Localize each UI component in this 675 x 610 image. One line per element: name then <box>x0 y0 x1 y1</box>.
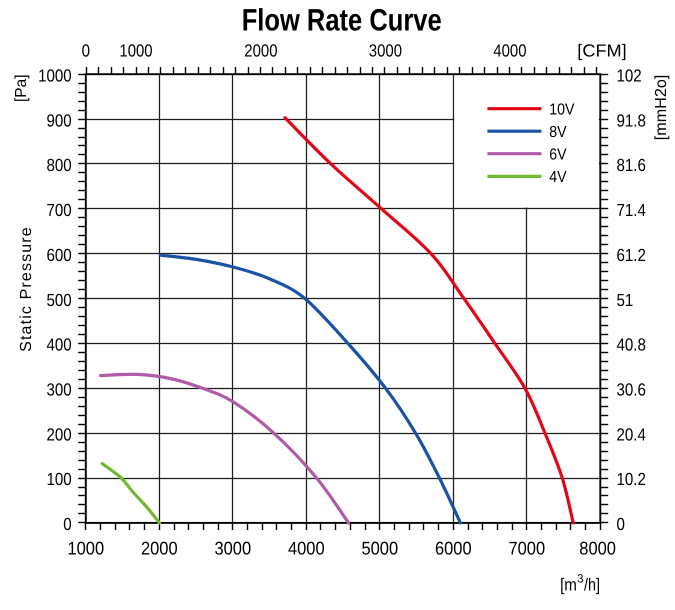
svg-text:Flow Rate Curve: Flow Rate Curve <box>242 3 442 38</box>
svg-text:4000: 4000 <box>288 537 325 558</box>
svg-text:0: 0 <box>63 514 72 534</box>
svg-text:1000: 1000 <box>119 41 152 61</box>
svg-text:6V: 6V <box>549 147 567 164</box>
svg-text:Static Pressure: Static Pressure <box>18 227 35 352</box>
svg-text:81.6: 81.6 <box>617 155 646 175</box>
svg-text:[m: [m <box>560 574 577 594</box>
svg-text:8V: 8V <box>549 124 567 141</box>
svg-text:2000: 2000 <box>141 537 178 558</box>
svg-text:[Pa]: [Pa] <box>13 75 30 103</box>
svg-text:3: 3 <box>577 572 583 586</box>
svg-text:300: 300 <box>47 380 72 400</box>
svg-text:1000: 1000 <box>38 65 72 85</box>
svg-text:100: 100 <box>47 469 72 489</box>
svg-text:/h]: /h] <box>584 574 600 594</box>
svg-text:900: 900 <box>47 110 72 130</box>
svg-text:4000: 4000 <box>493 41 526 61</box>
svg-text:400: 400 <box>47 335 72 355</box>
svg-text:10V: 10V <box>549 102 574 119</box>
svg-text:20.4: 20.4 <box>617 424 647 444</box>
svg-text:6000: 6000 <box>435 537 472 558</box>
svg-text:5000: 5000 <box>362 537 399 558</box>
svg-text:102: 102 <box>617 65 642 85</box>
svg-text:8000: 8000 <box>579 537 616 558</box>
svg-text:61.2: 61.2 <box>617 245 646 265</box>
svg-text:7000: 7000 <box>509 537 546 558</box>
svg-text:91.8: 91.8 <box>617 110 646 130</box>
svg-text:3000: 3000 <box>215 537 252 558</box>
svg-text:3000: 3000 <box>369 41 402 61</box>
svg-text:800: 800 <box>47 155 72 175</box>
svg-text:600: 600 <box>47 245 72 265</box>
svg-text:51: 51 <box>617 290 634 310</box>
svg-text:700: 700 <box>47 200 72 220</box>
svg-text:[mmH2o]: [mmH2o] <box>653 75 670 141</box>
svg-text:1000: 1000 <box>68 537 105 558</box>
svg-text:0: 0 <box>82 41 91 61</box>
svg-text:4V: 4V <box>549 169 567 186</box>
svg-text:10.2: 10.2 <box>617 469 646 489</box>
svg-text:30.6: 30.6 <box>617 380 646 400</box>
svg-text:2000: 2000 <box>244 41 277 61</box>
svg-text:40.8: 40.8 <box>617 335 646 355</box>
svg-text:0: 0 <box>617 514 626 534</box>
svg-text:71.4: 71.4 <box>617 200 647 220</box>
svg-text:[CFM]: [CFM] <box>577 41 626 61</box>
svg-text:500: 500 <box>47 290 72 310</box>
svg-text:200: 200 <box>47 424 72 444</box>
